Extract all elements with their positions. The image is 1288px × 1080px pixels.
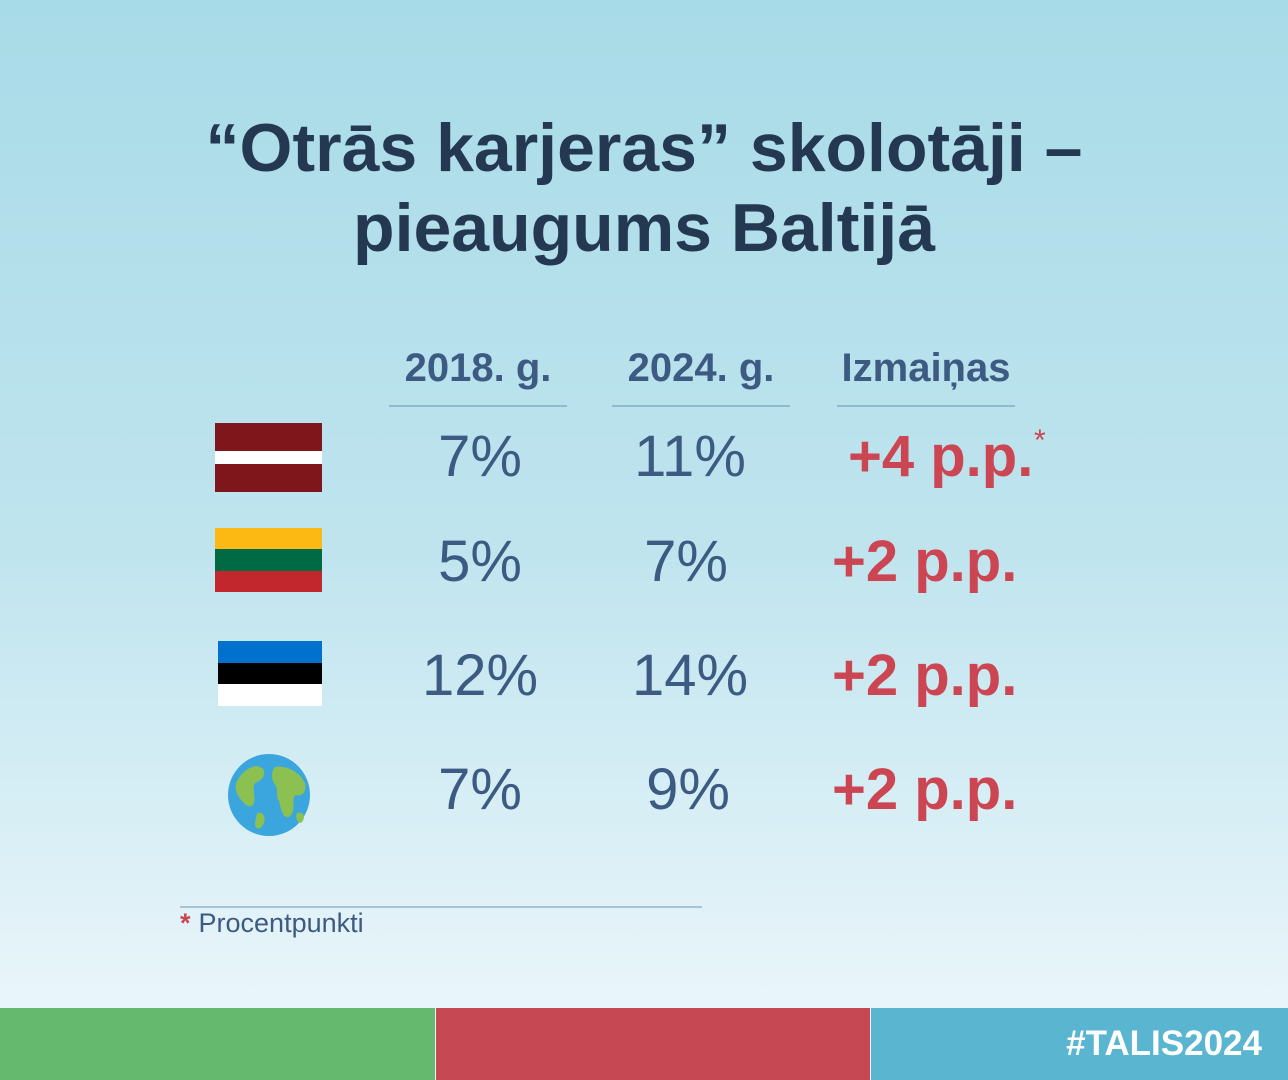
cell-estonia-2018: 12% [421, 643, 539, 708]
title-line-2: pieaugums Baltijā [353, 190, 935, 266]
cell-latvia-change: +4 p.p. [848, 424, 1034, 489]
hashtag: #TALIS2024 [1066, 1024, 1262, 1063]
title-line-1: “Otrās karjeras” skolotāji – [205, 110, 1083, 186]
cell-latvia-2018: 7% [438, 424, 522, 489]
latvia-flag-icon [215, 423, 322, 492]
column-header-2024: 2024. g. [612, 346, 790, 407]
cell-world-2024: 9% [646, 757, 730, 822]
page-title: “Otrās karjeras” skolotāji – pieaugums B… [0, 108, 1288, 268]
lithuania-flag-icon [215, 528, 322, 592]
footnote: * Procentpunkti [180, 908, 364, 939]
column-header-change: Izmaiņas [837, 346, 1015, 407]
cell-lithuania-change: +2 p.p. [832, 529, 1018, 594]
footnote-star: * [180, 908, 191, 938]
estonia-flag-icon [218, 641, 322, 707]
cell-estonia-2024: 14% [631, 643, 749, 708]
cell-world-change: +2 p.p. [832, 757, 1018, 822]
globe-icon [228, 754, 310, 836]
cell-world-2018: 7% [438, 757, 522, 822]
footnote-divider [180, 906, 702, 908]
footer-bar-green [0, 1008, 435, 1080]
cell-latvia-2024: 11% [634, 424, 746, 489]
cell-estonia-change: +2 p.p. [832, 643, 1018, 708]
cell-lithuania-2024: 7% [644, 529, 728, 594]
column-header-2018: 2018. g. [389, 346, 567, 407]
footnote-text: Procentpunkti [198, 908, 364, 938]
footer-bar-red [436, 1008, 870, 1080]
footnote-marker: * [1034, 424, 1046, 457]
footer-bar-blue [871, 1008, 1288, 1080]
cell-lithuania-2018: 5% [438, 529, 522, 594]
